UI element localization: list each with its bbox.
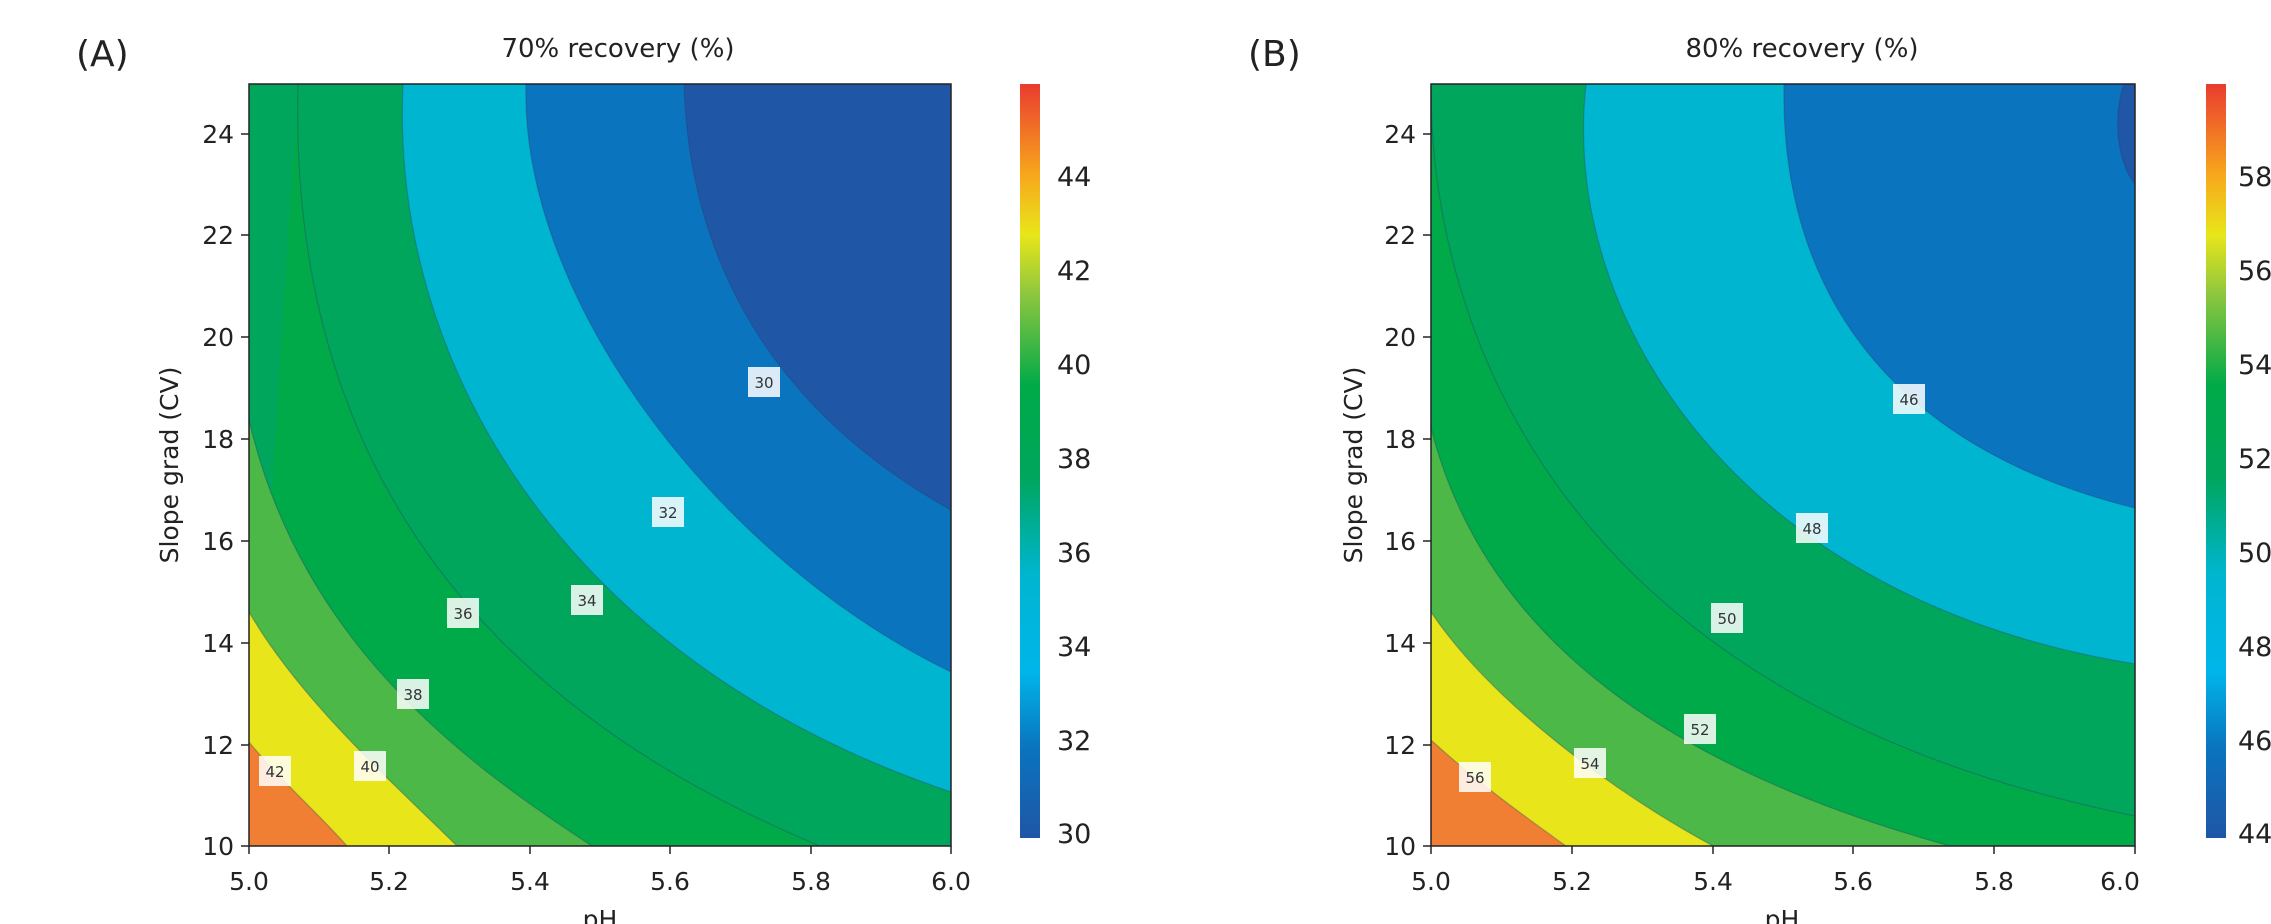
panel-b-contour-labels: 46 48 50 52 54 56 (1459, 384, 1925, 792)
fill-region-above-42 (249, 742, 347, 846)
x-tick-label: 5.4 (1693, 867, 1733, 896)
colorbar-tick-label: 40 (1057, 350, 1091, 381)
panel-b-plot-frame (1430, 83, 2136, 847)
y-tick-label: 12 (202, 731, 234, 760)
x-tick-label: 5.8 (1974, 867, 2014, 896)
x-tick-label: 6.0 (2100, 867, 2140, 896)
y-tick-label: 10 (1384, 832, 1416, 861)
panel-a-contour-labels: 30 32 34 36 38 40 42 (259, 367, 780, 786)
panel-a-x-axis: 5.0 5.2 5.4 5.6 5.8 6.0 pH (229, 846, 971, 924)
panel-b-label: (B) (1248, 34, 1301, 75)
panel-a-colorbar: 30 32 34 36 38 40 42 44 (1020, 84, 1091, 850)
contour-label-30: 30 (754, 374, 773, 392)
colorbar-tick-label: 30 (1057, 819, 1091, 850)
y-tick-label: 20 (1384, 323, 1416, 352)
y-tick-label: 24 (1384, 120, 1416, 149)
fill-region-below-44 (2117, 84, 2135, 184)
contour-label-40: 40 (360, 758, 379, 776)
x-tick-label: 5.0 (229, 867, 269, 896)
colorbar-tick-label: 58 (2238, 162, 2271, 193)
panel-b-y-axis: 10 12 14 16 18 20 22 24 Slope grad (CV) (1339, 120, 1431, 861)
x-tick-label: 5.8 (791, 867, 831, 896)
x-tick-label: 5.0 (1411, 867, 1451, 896)
panel-a-label: (A) (76, 34, 129, 75)
colorbar-gradient (1020, 84, 1040, 838)
panel-a-contour-fills (249, 84, 951, 846)
fill-region-54-56 (1431, 612, 1713, 846)
colorbar-tick-label: 50 (2238, 538, 2271, 569)
x-tick-label: 5.2 (1552, 867, 1592, 896)
x-tick-label: 6.0 (931, 867, 971, 896)
y-tick-label: 22 (1384, 221, 1416, 250)
colorbar-tick-label: 32 (1057, 726, 1091, 757)
colorbar-tick-label: 42 (1057, 256, 1091, 287)
panel-a: (A) 70% recovery (%) 30 (76, 34, 1091, 924)
panel-a-x-axis-title: pH (583, 905, 618, 924)
y-tick-label: 14 (202, 629, 234, 658)
y-tick-label: 24 (202, 120, 234, 149)
y-tick-label: 10 (202, 832, 234, 861)
fill-region-36-38 (249, 84, 820, 846)
panel-b-contour-lines (1431, 84, 2135, 846)
panel-a-contour-lines (249, 84, 951, 846)
colorbar-tick-label: 38 (1057, 444, 1091, 475)
contour-label-36: 36 (453, 605, 472, 623)
panel-a-y-axis-title: Slope grad (CV) (155, 367, 184, 564)
x-tick-label: 5.6 (650, 867, 690, 896)
x-tick-label: 5.4 (510, 867, 550, 896)
panel-b: (B) 80% recovery (%) 46 (1248, 34, 2271, 924)
y-tick-label: 14 (1384, 629, 1416, 658)
panel-b-colorbar: 44 46 48 50 52 54 56 58 (2206, 84, 2271, 850)
colorbar-tick-label: 44 (2238, 819, 2271, 850)
contour-label-38: 38 (403, 686, 422, 704)
panel-a-y-axis: 10 12 14 16 18 20 22 24 Slope grad (CV) (155, 120, 249, 861)
panel-a-title: 70% recovery (%) (501, 34, 734, 64)
panel-b-x-axis-title: pH (1765, 905, 1800, 924)
colorbar-gradient (2206, 84, 2226, 838)
fill-region-40-42 (249, 612, 457, 846)
fill-region-50-52 (1431, 84, 2135, 846)
colorbar-tick-label: 46 (2238, 726, 2271, 757)
contour-label-32: 32 (658, 504, 677, 522)
panel-b-x-axis: 5.0 5.2 5.4 5.6 5.8 6.0 pH (1411, 846, 2140, 924)
panel-b-title: 80% recovery (%) (1685, 34, 1918, 64)
colorbar-tick-label: 34 (1057, 632, 1091, 663)
colorbar-tick-label: 36 (1057, 538, 1091, 569)
colorbar-tick-label: 52 (2238, 444, 2271, 475)
panel-a-plot-frame (248, 83, 952, 847)
panel-b-contour-fills (1431, 84, 2135, 846)
colorbar-tick-label: 54 (2238, 350, 2271, 381)
colorbar-tick-label: 44 (1057, 162, 1091, 193)
x-tick-label: 5.2 (369, 867, 409, 896)
y-tick-label: 18 (1384, 425, 1416, 454)
fill-region-52-54 (1431, 428, 1950, 846)
contour-label-42: 42 (265, 763, 284, 781)
contour-label-46: 46 (1899, 391, 1918, 409)
contour-label-50: 50 (1717, 610, 1736, 628)
x-tick-label: 5.6 (1833, 867, 1873, 896)
y-tick-label: 22 (202, 221, 234, 250)
y-tick-label: 12 (1384, 731, 1416, 760)
y-tick-label: 16 (1384, 527, 1416, 556)
contour-label-52: 52 (1690, 721, 1709, 739)
contour-label-48: 48 (1802, 520, 1821, 538)
colorbar-tick-label: 56 (2238, 256, 2271, 287)
y-tick-label: 16 (202, 527, 234, 556)
contour-label-34: 34 (577, 592, 596, 610)
contour-label-56: 56 (1465, 769, 1484, 787)
contour-label-54: 54 (1580, 755, 1599, 773)
y-tick-label: 18 (202, 425, 234, 454)
y-tick-label: 20 (202, 323, 234, 352)
panel-b-y-axis-title: Slope grad (CV) (1339, 367, 1368, 564)
fill-region-above-56 (1431, 740, 1566, 846)
colorbar-tick-label: 48 (2238, 632, 2271, 663)
